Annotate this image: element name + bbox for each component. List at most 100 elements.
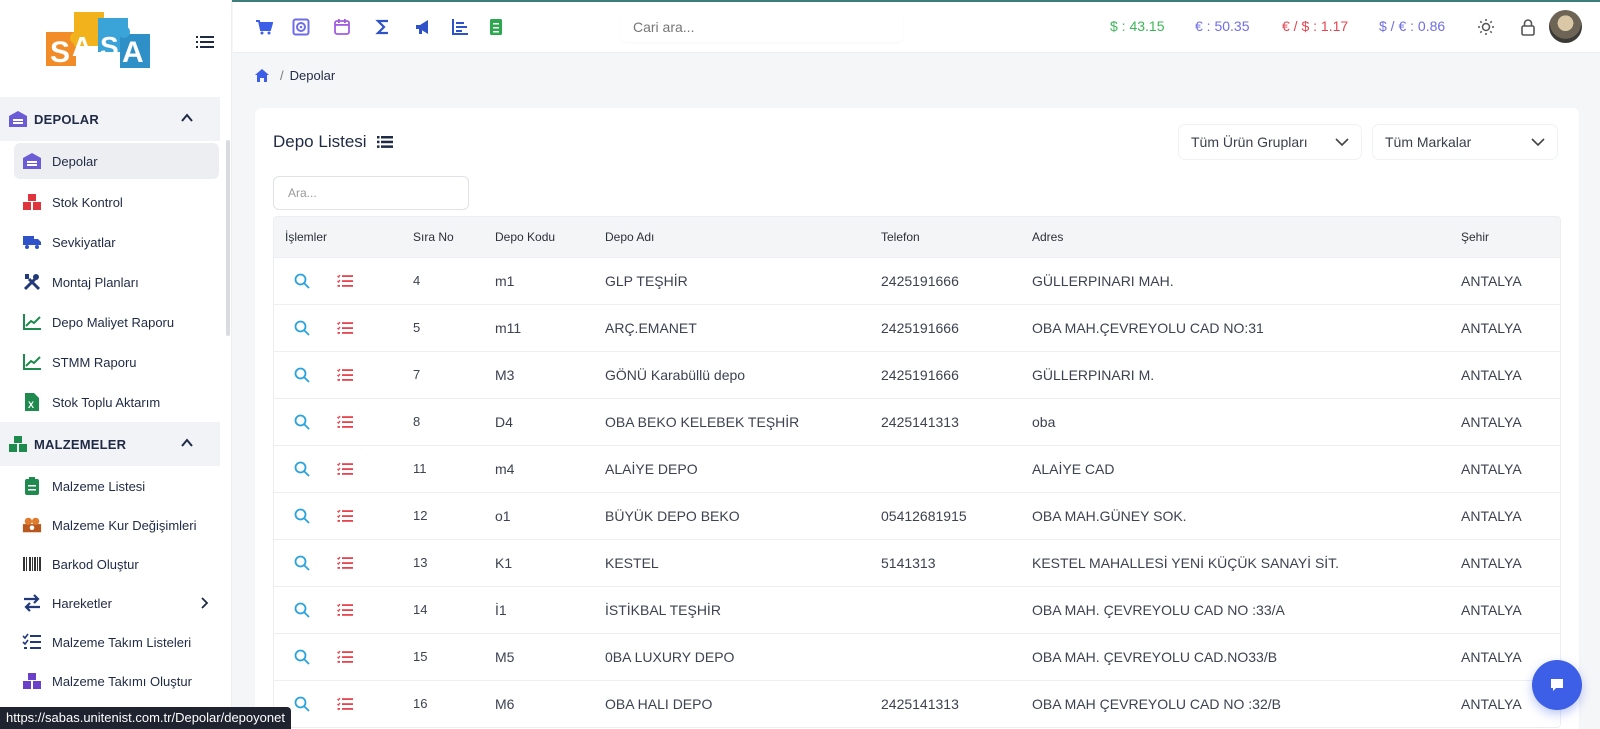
section-malzemeler[interactable]: MALZEMELER	[0, 422, 220, 466]
cari-search-input[interactable]	[621, 12, 903, 42]
list-icon[interactable]	[376, 135, 393, 149]
cart-icon[interactable]	[255, 18, 273, 36]
table-row[interactable]: 12 o1 BÜYÜK DEPO BEKO 05412681915 OBA MAH.GÜ…	[274, 492, 1560, 539]
header-adres[interactable]: Adres	[1032, 230, 1064, 244]
line-chart-icon	[22, 352, 42, 372]
product-group-select[interactable]: Tüm Ürün Grupları	[1179, 125, 1361, 159]
table-row[interactable]: 14 İ1 İSTİKBAL TEŞHİR OBA MAH. ÇEVREYOLU CA…	[274, 586, 1560, 633]
chevron-up-icon[interactable]	[180, 111, 194, 125]
lock-icon[interactable]	[1519, 18, 1537, 36]
cell-sira-no: 7	[413, 367, 421, 382]
sidebar-item-label: STMM Raporu	[52, 354, 137, 370]
sidebar-item-label: Depolar	[52, 153, 98, 169]
header-telefon[interactable]: Telefon	[881, 230, 920, 244]
cell-sehir: ANTALYA	[1461, 320, 1522, 336]
view-search-icon[interactable]	[294, 414, 310, 430]
chevron-up-icon[interactable]	[180, 436, 194, 450]
view-search-icon[interactable]	[294, 649, 310, 665]
home-icon[interactable]	[254, 68, 270, 83]
table-row[interactable]: 7 M3 GÖNÜ Karabüllü depo 2425191666 GÜLLERPI…	[274, 351, 1560, 398]
calendar-icon[interactable]	[333, 18, 351, 36]
sidebar-item-montaj-planlari[interactable]: Montaj Planları	[14, 264, 219, 300]
table-row[interactable]: 4 m1 GLP TEŞHİR 2425191666 GÜLLERPINARI MAH.…	[274, 257, 1560, 304]
document-icon[interactable]	[487, 18, 505, 36]
view-search-icon[interactable]	[294, 602, 310, 618]
chevron-down-icon	[1531, 138, 1545, 147]
view-search-icon[interactable]	[294, 273, 310, 289]
header-depo-adi[interactable]: Depo Adı	[605, 230, 655, 244]
table-row[interactable]: 13 K1 KESTEL 5141313 KESTEL MAHALLESİ YENİ K…	[274, 539, 1560, 586]
sidebar-item-stmm-raporu[interactable]: STMM Raporu	[14, 344, 219, 380]
avatar[interactable]	[1549, 10, 1582, 43]
cell-telefon: 2425141313	[881, 414, 959, 430]
detail-list-icon[interactable]	[337, 321, 353, 335]
sidebar-item-stok-kontrol[interactable]: Stok Kontrol	[14, 184, 219, 220]
view-search-icon[interactable]	[294, 320, 310, 336]
table-row[interactable]: 8 D4 OBA BEKO KELEBEK TEŞHİR 2425141313 oba A…	[274, 398, 1560, 445]
table-row[interactable]: 5 m11 ARÇ.EMANET 2425191666 OBA MAH.ÇEVREYOL…	[274, 304, 1560, 351]
cell-adres: OBA MAH.ÇEVREYOLU CAD NO:31	[1032, 320, 1264, 336]
sidebar-item-depolar[interactable]: Depolar	[14, 143, 219, 179]
page-title: Depo Listesi	[273, 132, 367, 151]
sidebar-item-malzeme-takimi-olustur[interactable]: Malzeme Takımı Oluştur	[14, 663, 219, 699]
view-search-icon[interactable]	[294, 461, 310, 477]
brand-select[interactable]: Tüm Markalar	[1373, 125, 1557, 159]
bar-chart-icon[interactable]	[451, 18, 469, 36]
cell-depo-kodu: K1	[495, 555, 513, 571]
breadcrumb-current: Depolar	[289, 68, 336, 83]
header-depo-kodu[interactable]: Depo Kodu	[495, 230, 556, 244]
sidebar-item-malzeme-takim-listeleri[interactable]: Malzeme Takım Listeleri	[14, 624, 219, 660]
cell-sehir: ANTALYA	[1461, 649, 1522, 665]
header-sira-no[interactable]: Sıra No	[413, 230, 454, 244]
sidebar-item-hareketler[interactable]: Hareketler	[14, 585, 219, 621]
detail-list-icon[interactable]	[337, 274, 353, 288]
sidebar-item-malzeme-kur-degisimleri[interactable]: Malzeme Kur Değişimleri	[14, 507, 219, 543]
cell-depo-adi: GÖNÜ Karabüllü depo	[605, 367, 746, 383]
view-search-icon[interactable]	[294, 696, 310, 712]
detail-list-icon[interactable]	[337, 415, 353, 429]
detail-list-icon[interactable]	[337, 509, 353, 523]
cell-depo-adi: KESTEL	[605, 555, 659, 571]
sidebar-item-label: Malzeme Takımı Oluştur	[52, 673, 192, 689]
chat-button[interactable]	[1532, 660, 1582, 710]
safe-icon[interactable]	[292, 18, 310, 36]
cell-sehir: ANTALYA	[1461, 367, 1522, 383]
currency-exchange-icon	[22, 515, 42, 535]
detail-list-icon[interactable]	[337, 462, 353, 476]
menu-toggle-icon[interactable]	[196, 34, 214, 50]
sidebar-item-depo-maliyet-raporu[interactable]: Depo Maliyet Raporu	[14, 304, 219, 340]
cell-adres: OBA MAH. ÇEVREYOLU CAD NO :33/A	[1032, 602, 1285, 618]
section-depolar[interactable]: DEPOLAR	[0, 97, 220, 141]
detail-list-icon[interactable]	[337, 650, 353, 664]
cell-sehir: ANTALYA	[1461, 602, 1522, 618]
table-row[interactable]: 11 m4 ALAİYE DEPO ALAİYE CAD ANTALYA	[274, 445, 1560, 492]
detail-list-icon[interactable]	[337, 603, 353, 617]
detail-list-icon[interactable]	[337, 368, 353, 382]
megaphone-icon[interactable]	[414, 18, 432, 36]
clipboard-list-icon	[22, 476, 42, 496]
cell-depo-kodu: m1	[495, 273, 515, 289]
sun-icon[interactable]	[1477, 18, 1495, 36]
detail-list-icon[interactable]	[337, 697, 353, 711]
sidebar-item-malzeme-listesi[interactable]: Malzeme Listesi	[14, 468, 219, 504]
chevron-right-icon[interactable]	[197, 596, 211, 610]
table-row[interactable]: 15 M5 0BA LUXURY DEPO OBA MAH. ÇEVREYOLU CA…	[274, 633, 1560, 680]
table-row[interactable]: 16 M6 OBA HALI DEPO 2425141313 OBA MAH ÇEVRE…	[274, 680, 1560, 727]
header-sehir[interactable]: Şehir	[1461, 230, 1490, 244]
table-search-input[interactable]	[273, 176, 469, 210]
sigma-icon[interactable]	[374, 18, 392, 36]
header-islemler[interactable]: İşlemler	[285, 230, 328, 244]
table-header: İşlemler Sıra No Depo Kodu Depo Adı Tele…	[274, 217, 1560, 257]
topbar: $ : 43.15 € : 50.35 € / $ : 1.17 $ / € :…	[233, 2, 1600, 53]
view-search-icon[interactable]	[294, 367, 310, 383]
detail-list-icon[interactable]	[337, 556, 353, 570]
sidebar-scrollbar[interactable]	[226, 140, 230, 336]
view-search-icon[interactable]	[294, 508, 310, 524]
cell-depo-adi: İSTİKBAL TEŞHİR	[605, 602, 721, 618]
sidebar-item-sevkiyatlar[interactable]: Sevkiyatlar	[14, 224, 219, 260]
sidebar-item-stok-toplu-aktarim[interactable]: X Stok Toplu Aktarım	[14, 384, 219, 420]
sidebar-item-barkod-olustur[interactable]: Barkod Oluştur	[14, 546, 219, 582]
view-search-icon[interactable]	[294, 555, 310, 571]
cell-sehir: ANTALYA	[1461, 461, 1522, 477]
sasa-logo[interactable]: S A S A	[36, 12, 154, 72]
